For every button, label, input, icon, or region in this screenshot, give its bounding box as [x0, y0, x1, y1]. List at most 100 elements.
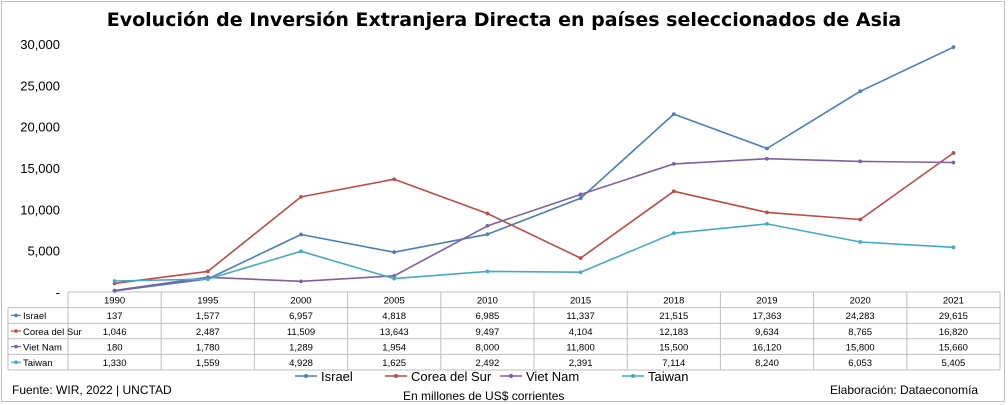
- data-label: 9,497: [476, 327, 500, 338]
- series-point: [205, 269, 210, 274]
- unit-note: En millones de US$ corrientes: [403, 389, 565, 403]
- data-label: 15,500: [659, 342, 688, 353]
- data-label: 137: [107, 311, 123, 322]
- x-tick-label: 2000: [290, 296, 311, 307]
- data-label: 1,625: [382, 358, 406, 369]
- legend-label: Israel: [321, 369, 353, 384]
- y-tick-label: 20,000: [20, 120, 60, 135]
- data-label: 24,283: [846, 311, 875, 322]
- table-series-label: Taiwan: [23, 358, 53, 369]
- data-label: 17,363: [752, 311, 781, 322]
- table-series-label: Viet Nam: [23, 342, 62, 353]
- data-label: 1,954: [382, 342, 406, 353]
- series-point: [299, 232, 303, 237]
- data-label: 8,000: [476, 342, 500, 353]
- data-label: 6,985: [476, 311, 500, 322]
- data-label: 11,509: [287, 327, 315, 338]
- data-label: 1,046: [103, 327, 127, 338]
- table-series-label: Corea del Sur: [23, 327, 82, 338]
- series-point: [485, 211, 490, 216]
- series-point: [858, 217, 863, 222]
- table-series-label: Israel: [23, 311, 46, 322]
- x-tick-label: 2018: [663, 296, 684, 307]
- series-point: [112, 288, 117, 293]
- data-label: 8,765: [848, 327, 872, 338]
- data-label: 4,104: [569, 327, 593, 338]
- series-point: [671, 231, 676, 236]
- y-tick-label: 10,000: [20, 202, 60, 217]
- series-point: [765, 221, 769, 226]
- series-point: [578, 192, 583, 197]
- series-point: [858, 159, 863, 164]
- x-tick-label: 2005: [384, 296, 405, 307]
- series-point: [392, 276, 397, 281]
- x-tick-label: 2021: [943, 296, 964, 307]
- series-point: [299, 279, 303, 284]
- legend-label: Corea del Sur: [411, 369, 492, 384]
- x-tick-label: 1990: [104, 296, 125, 307]
- legend-marker: [304, 374, 308, 378]
- series-point: [485, 269, 490, 274]
- series-line: [114, 223, 954, 282]
- y-tick-label: -: [56, 285, 60, 300]
- series-point: [671, 112, 676, 117]
- series-point: [951, 45, 956, 50]
- series-point: [951, 160, 956, 165]
- data-label: 1,780: [196, 342, 220, 353]
- series-point: [671, 161, 676, 166]
- series-point: [392, 273, 397, 278]
- data-label: 6,957: [289, 311, 313, 322]
- series-point: [485, 223, 490, 228]
- data-label: 5,405: [942, 358, 966, 369]
- series-point: [299, 194, 303, 199]
- series-point: [951, 245, 956, 250]
- y-tick-label: 30,000: [20, 37, 60, 52]
- series-point: [578, 256, 583, 260]
- data-label: 12,183: [659, 327, 688, 338]
- data-label: 21,515: [659, 311, 688, 322]
- x-tick-label: 2015: [570, 296, 591, 307]
- legend-marker: [394, 374, 398, 378]
- data-label: 1,289: [289, 342, 313, 353]
- data-label: 11,337: [566, 311, 594, 322]
- series-point: [392, 250, 397, 255]
- y-tick-label: 15,000: [20, 161, 60, 176]
- data-label: 15,800: [846, 342, 875, 353]
- data-label: 4,928: [289, 358, 313, 369]
- series-line: [114, 157, 954, 292]
- series-point: [671, 189, 676, 194]
- data-label: 2,391: [569, 358, 593, 369]
- x-tick-label: 2019: [756, 296, 777, 307]
- legend-marker: [509, 374, 513, 378]
- data-label: 13,643: [380, 327, 409, 338]
- y-tick-label: 25,000: [20, 78, 60, 93]
- series-line: [114, 46, 954, 292]
- data-label: 9,634: [755, 327, 779, 338]
- credit-note: Elaboración: Dataeconomía: [830, 383, 979, 397]
- series-point: [765, 146, 769, 151]
- series-point: [765, 210, 769, 215]
- table-legend-marker: [14, 360, 18, 365]
- table-legend-marker: [14, 344, 18, 349]
- data-label: 1,559: [196, 358, 220, 369]
- series-line: [114, 152, 954, 285]
- data-label: 2,492: [476, 358, 500, 369]
- series-point: [112, 279, 117, 283]
- data-label: 1,330: [103, 358, 127, 369]
- data-label: 8,240: [755, 358, 779, 369]
- series-point: [578, 196, 583, 201]
- data-label: 6,053: [848, 358, 872, 369]
- table-legend-marker: [14, 329, 18, 333]
- series-point: [205, 277, 210, 282]
- legend-marker: [631, 374, 635, 378]
- table-legend-marker: [14, 313, 18, 318]
- data-label: 2,487: [196, 327, 220, 338]
- series-point: [951, 151, 956, 155]
- legend-label: Viet Nam: [526, 369, 579, 384]
- series-point: [485, 232, 490, 237]
- series-point: [765, 156, 769, 161]
- data-label: 29,615: [939, 311, 968, 322]
- series-point: [392, 177, 397, 182]
- y-tick-label: 5,000: [27, 244, 60, 259]
